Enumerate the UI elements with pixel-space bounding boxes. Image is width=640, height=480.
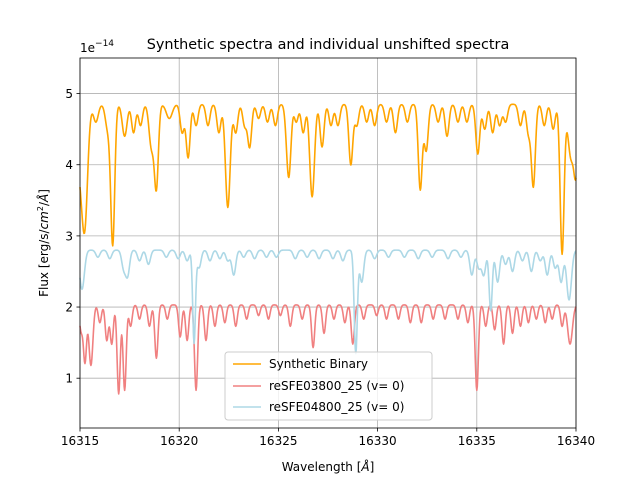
legend-label-resfe03800: reSFE03800_25 (v= 0) <box>269 379 404 393</box>
y-axis-ticks: 1 2 3 4 5 <box>65 87 80 386</box>
y-axis-label-sep: / <box>37 201 51 206</box>
y-tick-label: 4 <box>65 158 73 172</box>
chart-title: Synthetic spectra and individual unshift… <box>147 37 510 53</box>
y-tick-label: 2 <box>65 301 73 315</box>
y-axis-label-unit: Å <box>36 194 51 203</box>
series-layer <box>79 103 577 395</box>
x-tick-label: 16320 <box>160 434 198 448</box>
y-axis-label-cm: cm <box>37 211 51 229</box>
legend-box <box>224 351 433 421</box>
legend: Synthetic Binary reSFE03800_25 (v= 0) re… <box>224 351 433 421</box>
y-offset-exponent: −14 <box>95 39 114 49</box>
series-resfe04800-line <box>79 249 577 355</box>
series-resfe03800-line <box>79 304 577 395</box>
y-tick-label: 1 <box>65 372 73 386</box>
x-tick-label: 16330 <box>359 434 397 448</box>
legend-label-resfe04800: reSFE04800_25 (v= 0) <box>269 400 404 414</box>
x-tick-label: 16325 <box>259 434 297 448</box>
x-tick-label: 16335 <box>458 434 496 448</box>
y-offset-base: 1e <box>80 41 95 55</box>
y-tick-label: 5 <box>65 87 73 101</box>
series-synthetic-binary-line <box>79 103 577 256</box>
y-axis-label-sup: 2 <box>36 206 45 211</box>
x-axis-ticks: 16315 16320 16325 16330 16335 16340 <box>61 428 595 448</box>
y-tick-label: 3 <box>65 229 73 243</box>
y-axis-label: Flux [erg/s/cm2/Å] <box>36 189 51 297</box>
legend-label-synthetic-binary: Synthetic Binary <box>269 357 368 371</box>
y-axis-label-prefix: Flux [erg/s/ <box>37 228 51 296</box>
y-axis-label-suffix: ] <box>37 189 51 194</box>
x-axis-label-suffix: ] <box>370 460 375 474</box>
y-offset-label: 1e−14 <box>80 39 114 55</box>
x-axis-label-prefix: Wavelength [ <box>282 460 362 474</box>
plot-frame <box>79 57 577 429</box>
x-tick-label: 16340 <box>557 434 595 448</box>
x-axis-label: Wavelength [Å] <box>282 459 375 474</box>
x-axis-label-unit: Å <box>360 459 369 474</box>
x-tick-label: 16315 <box>61 434 99 448</box>
